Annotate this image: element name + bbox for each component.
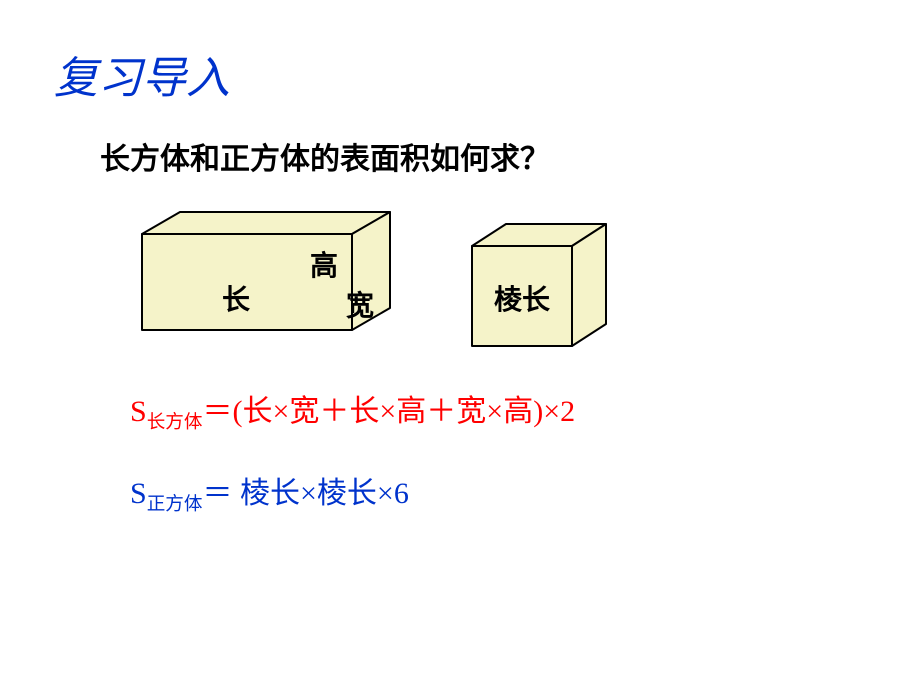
formula-cube-rest: ＝ 棱长×棱长×6 <box>202 477 408 510</box>
formula-cube: S正方体＝ 棱长×棱长×6 <box>130 468 409 516</box>
formula-cube-s: S <box>130 477 147 510</box>
formula-cuboid-s: S <box>130 395 147 428</box>
cuboid-label-height: 高 <box>310 244 338 284</box>
cube-label-edge: 棱长 <box>494 278 550 318</box>
formula-cuboid-rest: ＝(长×宽＋长×高＋宽×高)×2 <box>202 395 575 428</box>
formula-cuboid-sub: 长方体 <box>147 412 203 433</box>
formula-cube-sub: 正方体 <box>147 494 203 515</box>
cuboid-label-width: 宽 <box>346 284 374 324</box>
slide-title: 复习导入 <box>54 42 230 106</box>
question-text: 长方体和正方体的表面积如何求？ <box>100 134 550 178</box>
formula-cuboid: S长方体＝(长×宽＋长×高＋宽×高)×2 <box>130 386 575 434</box>
cuboid-label-length: 长 <box>222 278 250 318</box>
